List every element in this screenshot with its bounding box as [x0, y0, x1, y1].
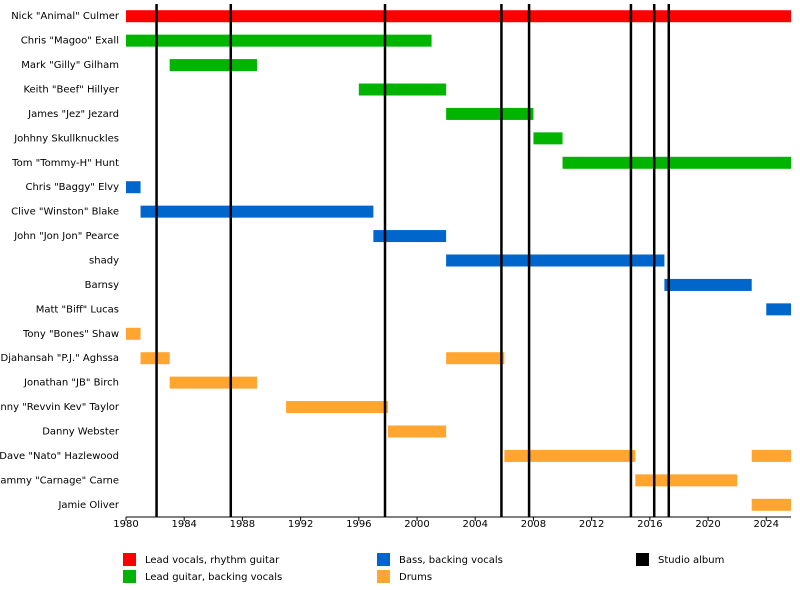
legend-swatch: [123, 570, 136, 583]
x-tick-label: 2020: [695, 519, 720, 530]
tenure-bar: [286, 401, 388, 414]
legend-label: Bass, backing vocals: [399, 555, 503, 566]
tenure-bar: [126, 10, 791, 23]
member-label: Tony "Bones" Shaw: [22, 329, 119, 340]
x-tick-label: 1984: [171, 519, 196, 530]
x-tick-label: 2008: [521, 519, 546, 530]
member-label: Matt "Biff" Lucas: [36, 304, 119, 315]
member-label: Clive "Winston" Blake: [11, 207, 119, 218]
legend-label: Lead vocals, rhythm guitar: [145, 555, 280, 566]
member-label: Keith "Beef" Hillyer: [23, 85, 119, 96]
legend-swatch: [377, 570, 390, 583]
x-tick-label: 2016: [637, 519, 662, 530]
member-label: Mark "Gilly" Gilham: [21, 60, 119, 71]
tenure-bar: [751, 498, 791, 511]
tenure-bar: [533, 132, 563, 145]
member-label: Johhny Skullknuckles: [13, 133, 119, 144]
legend-label: Studio album: [658, 555, 724, 566]
tenure-bar: [562, 156, 791, 169]
member-label: Tom "Tommy-H" Hunt: [11, 158, 119, 169]
legend-swatch: [636, 553, 649, 566]
legend-swatch: [377, 553, 390, 566]
tenure-bar: [126, 34, 432, 47]
tenure-bar: [140, 352, 170, 365]
member-label: John "Jon Jon" Pearce: [13, 231, 119, 242]
legend-swatch: [123, 553, 136, 566]
member-label: Chris "Magoo" Exall: [21, 36, 119, 47]
tenure-bar: [664, 278, 752, 291]
tenure-bar: [446, 352, 505, 365]
tenure-bar: [504, 449, 636, 462]
x-tick-label: 2024: [754, 519, 779, 530]
member-label: Dave "Nato" Hazlewood: [0, 451, 119, 462]
tenure-bar: [126, 181, 141, 194]
member-label: Sammy "Carnage" Carne: [0, 475, 119, 486]
member-label: Vinny "Revvin Kev" Taylor: [0, 402, 120, 413]
member-label: Chris "Baggy" Elvy: [25, 182, 119, 193]
tenure-bar: [635, 474, 738, 487]
tenure-bar: [169, 59, 257, 72]
legend-label: Drums: [399, 572, 432, 583]
x-tick-label: 1988: [230, 519, 255, 530]
x-tick-label: 1980: [113, 519, 138, 530]
member-label: Jonathan "JB" Birch: [23, 378, 119, 389]
member-label: Jamie Oliver: [57, 500, 119, 511]
member-label: Djahansah "P.J." Aghssa: [1, 353, 120, 364]
x-tick-label: 2004: [463, 519, 488, 530]
x-tick-label: 2000: [404, 519, 429, 530]
legend-label: Lead guitar, backing vocals: [145, 572, 282, 583]
tenure-bar: [766, 303, 791, 316]
tenure-bar: [126, 327, 141, 340]
x-tick-label: 1992: [288, 519, 313, 530]
tenure-bar: [446, 107, 534, 120]
member-label: Nick "Animal" Culmer: [11, 11, 120, 22]
member-label: Barnsy: [85, 280, 119, 291]
tenure-bar: [140, 205, 374, 218]
tenure-bar: [169, 376, 257, 389]
tenure-bar: [751, 449, 791, 462]
tenure-bar: [358, 83, 447, 96]
member-label: shady: [89, 256, 119, 267]
member-label: Danny Webster: [42, 427, 120, 438]
member-label: James "Jez" Jezard: [27, 109, 119, 120]
tenure-bar: [373, 230, 447, 243]
tenure-bar: [387, 425, 447, 438]
x-tick-label: 1996: [346, 519, 371, 530]
x-tick-label: 2012: [579, 519, 604, 530]
